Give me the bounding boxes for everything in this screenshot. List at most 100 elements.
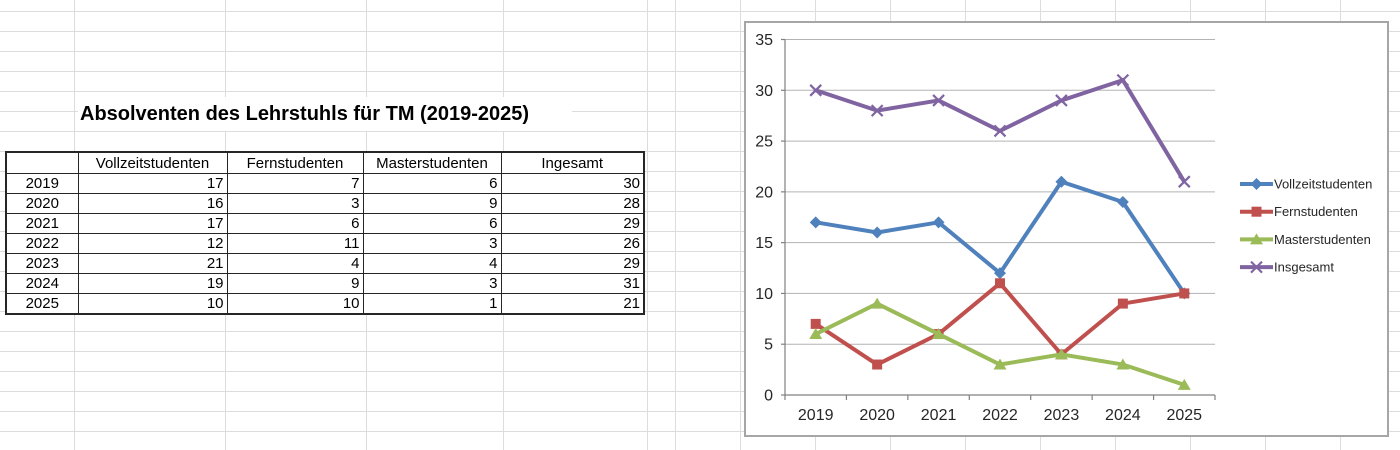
value-cell[interactable]: 17 <box>77 213 228 234</box>
value-cell[interactable]: 9 <box>226 273 364 294</box>
x-tick-label: 2024 <box>1105 407 1141 424</box>
value-cell[interactable]: 1 <box>362 293 502 315</box>
triangle-marker[interactable] <box>1177 378 1191 390</box>
triangle-marker[interactable] <box>993 358 1007 370</box>
value-cell[interactable]: 3 <box>362 233 502 254</box>
value-cell[interactable]: 16 <box>77 193 228 214</box>
diamond-marker[interactable] <box>932 216 945 229</box>
x-marker[interactable] <box>993 124 1007 138</box>
year-cell[interactable]: 2021 <box>5 213 79 234</box>
value-cell[interactable]: 6 <box>362 213 502 234</box>
value-cell[interactable]: 3 <box>362 273 502 294</box>
value-cell[interactable]: 29 <box>500 253 645 274</box>
value-cell[interactable]: 12 <box>77 233 228 254</box>
diamond-marker[interactable] <box>871 226 884 239</box>
table-body: 2019 17 7 6 30 2020 16 3 9 28 2021 17 6 6 29 2022 12 11 3 2… <box>5 173 645 315</box>
legend-label[interactable]: Fernstudenten <box>1274 204 1358 219</box>
square-marker[interactable] <box>1117 298 1128 309</box>
legend-x-marker[interactable] <box>1250 260 1263 274</box>
year-cell[interactable]: 2019 <box>5 173 79 194</box>
table-row: 2022 12 11 3 26 <box>5 233 645 254</box>
diamond-marker[interactable] <box>809 216 822 229</box>
legend-label[interactable]: Insgesamt <box>1274 260 1334 275</box>
x-marker[interactable] <box>809 84 822 97</box>
value-cell[interactable]: 19 <box>77 273 228 294</box>
sheet-column-line <box>647 0 648 450</box>
legend-label[interactable]: Vollzeitstudenten <box>1274 177 1372 192</box>
data-table: Vollzeitstudenten Fernstudenten Masterstud… <box>5 151 645 315</box>
header-cell[interactable]: Fernstudenten <box>226 151 364 174</box>
header-cell[interactable]: Vollzeitstudenten <box>77 151 228 174</box>
value-cell[interactable]: 6 <box>362 173 502 194</box>
title-cell[interactable]: Absolventen des Lehrstuhls für TM (2019-… <box>78 97 572 131</box>
value-cell[interactable]: 10 <box>77 293 228 315</box>
diamond-marker[interactable] <box>994 267 1006 280</box>
diamond-marker[interactable] <box>1116 196 1129 209</box>
triangle-marker[interactable] <box>870 297 884 309</box>
header-cell[interactable] <box>5 151 79 174</box>
y-tick-label: 30 <box>755 83 773 100</box>
value-cell[interactable]: 11 <box>226 233 364 254</box>
y-tick-label: 35 <box>755 32 773 49</box>
sheet-column-line <box>675 0 676 450</box>
year-cell[interactable]: 2024 <box>5 273 79 294</box>
x-tick-label: 2025 <box>1166 407 1202 424</box>
value-cell[interactable]: 29 <box>500 213 645 234</box>
legend-triangle-marker[interactable] <box>1250 233 1263 245</box>
value-cell[interactable]: 6 <box>226 213 364 234</box>
value-cell[interactable]: 28 <box>500 193 645 214</box>
value-cell[interactable]: 21 <box>77 253 228 274</box>
square-marker[interactable] <box>810 318 821 329</box>
x-tick-label: 2019 <box>798 407 834 424</box>
square-marker[interactable] <box>872 359 883 370</box>
x-marker[interactable] <box>1178 175 1191 188</box>
triangle-marker[interactable] <box>932 328 946 340</box>
header-cell[interactable]: Ingesamt <box>500 151 645 174</box>
table-head: Vollzeitstudenten Fernstudenten Masterstud… <box>5 151 645 174</box>
table-row: 2020 16 3 9 28 <box>5 193 645 214</box>
legend-square-marker[interactable] <box>1251 206 1262 217</box>
table-header-row: Vollzeitstudenten Fernstudenten Masterstud… <box>5 151 645 174</box>
series-line[interactable] <box>814 280 1185 367</box>
x-tick-label: 2020 <box>859 407 895 424</box>
sheet-column-line <box>740 0 741 450</box>
year-cell[interactable]: 2023 <box>5 253 79 274</box>
chart[interactable]: 0 5 10 15 20 25 30 35 2019 2020 2021 2022 2023 2024 20… <box>744 21 1389 437</box>
value-cell[interactable]: 30 <box>500 173 645 194</box>
square-marker[interactable] <box>995 278 1005 289</box>
diamond-marker[interactable] <box>1055 175 1068 188</box>
value-cell[interactable]: 17 <box>77 173 228 194</box>
value-cell[interactable]: 7 <box>226 173 364 194</box>
value-cell[interactable]: 4 <box>362 253 502 274</box>
x-marker[interactable] <box>870 104 884 117</box>
x-marker[interactable] <box>932 94 945 107</box>
legend-label[interactable]: Masterstudenten <box>1274 232 1371 247</box>
header-cell[interactable]: Masterstudenten <box>362 151 502 174</box>
value-cell[interactable]: 3 <box>226 193 364 214</box>
value-cell[interactable]: 26 <box>500 233 645 254</box>
value-cell[interactable]: 10 <box>226 293 364 315</box>
triangle-marker[interactable] <box>1116 358 1130 370</box>
table-row: 2024 19 9 3 31 <box>5 273 645 294</box>
value-cell[interactable]: 4 <box>226 253 364 274</box>
year-cell[interactable]: 2022 <box>5 233 79 254</box>
triangle-marker[interactable] <box>809 328 823 340</box>
x-tick-label: 2023 <box>1044 407 1080 424</box>
value-cell[interactable]: 31 <box>500 273 645 294</box>
y-tick-label: 10 <box>755 286 773 303</box>
y-tick-label: 15 <box>755 235 773 252</box>
value-cell[interactable]: 9 <box>362 193 502 214</box>
year-cell[interactable]: 2020 <box>5 193 79 214</box>
triangle-marker[interactable] <box>1054 348 1068 360</box>
x-marker[interactable] <box>1116 73 1130 87</box>
page-title: Absolventen des Lehrstuhls für TM (2019-… <box>80 102 530 125</box>
legend-diamond-marker[interactable] <box>1250 178 1263 190</box>
square-marker[interactable] <box>1179 288 1190 299</box>
value-cell[interactable]: 21 <box>500 293 645 315</box>
x-tick-label: 2021 <box>921 407 957 424</box>
x-marker[interactable] <box>1055 94 1068 107</box>
year-cell[interactable]: 2025 <box>5 293 79 315</box>
table-row: 2021 17 6 6 29 <box>5 213 645 234</box>
y-tick-label: 25 <box>755 134 773 151</box>
